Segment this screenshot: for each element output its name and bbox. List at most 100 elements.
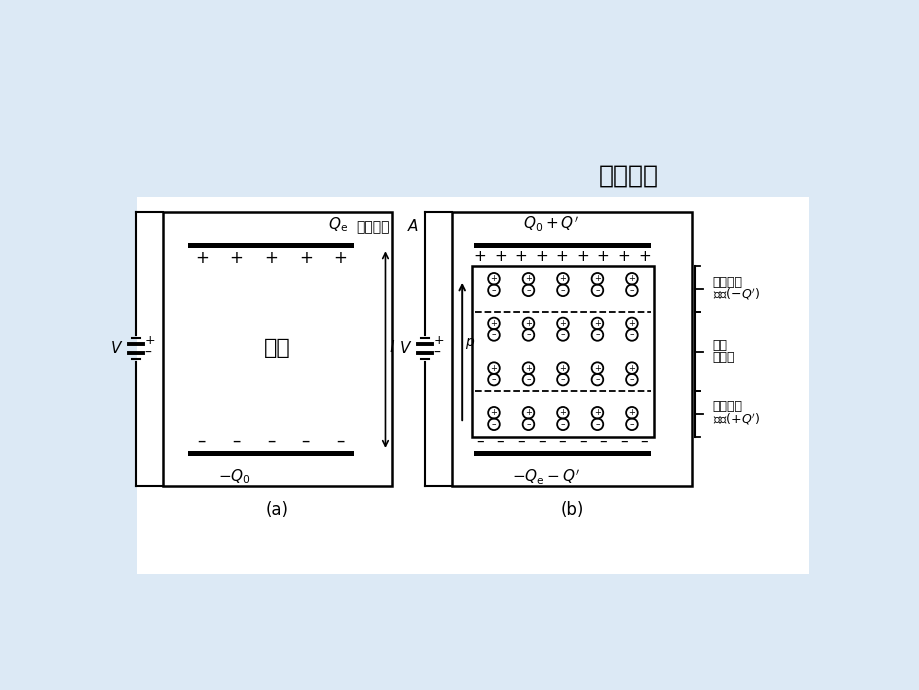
Text: –: – [560, 375, 564, 384]
Text: +: + [299, 248, 312, 266]
Text: +: + [535, 249, 548, 264]
Text: +: + [433, 334, 444, 347]
Text: +: + [473, 249, 486, 264]
Text: +: + [594, 408, 600, 417]
Text: (b): (b) [560, 501, 584, 519]
Text: 材料极化: 材料极化 [597, 164, 658, 188]
Text: +: + [334, 248, 347, 266]
Text: –: – [640, 434, 647, 449]
Bar [473, 451, 650, 456]
Text: –: – [560, 331, 564, 339]
Bar [473, 243, 650, 248]
Text: –: – [491, 331, 495, 339]
Text: +: + [637, 249, 650, 264]
Bar [137, 197, 809, 574]
Text: –: – [629, 420, 633, 428]
Text: +: + [575, 249, 588, 264]
Text: –: – [599, 434, 607, 449]
Bar [451, 212, 692, 486]
Text: 极板面积: 极板面积 [356, 221, 389, 235]
Text: –: – [595, 331, 599, 339]
Text: –: – [619, 434, 627, 449]
Text: –: – [595, 420, 599, 428]
Text: $p$: $p$ [465, 336, 475, 351]
Text: 电荷(−$Q'$): 电荷(−$Q'$) [711, 287, 759, 302]
Text: +: + [490, 274, 497, 284]
Bar [163, 212, 391, 486]
Text: +: + [514, 249, 527, 264]
Text: –: – [595, 286, 599, 295]
Text: $Q_0+Q'$: $Q_0+Q'$ [522, 215, 578, 235]
Text: –: – [558, 434, 565, 449]
Text: –: – [526, 286, 530, 295]
Text: +: + [144, 334, 155, 347]
Text: +: + [628, 364, 635, 373]
Text: +: + [264, 248, 278, 266]
Text: –: – [232, 432, 241, 450]
Text: –: – [526, 331, 530, 339]
Text: 真空: 真空 [264, 339, 290, 358]
Text: +: + [628, 408, 635, 417]
Text: –: – [560, 286, 564, 295]
Text: –: – [336, 432, 345, 450]
Text: $A$: $A$ [407, 219, 419, 235]
Text: –: – [267, 432, 275, 450]
Text: $Q_{\mathrm{e}}$: $Q_{\mathrm{e}}$ [328, 216, 348, 235]
Text: –: – [496, 434, 504, 449]
Text: 表面净正: 表面净正 [711, 400, 742, 413]
Bar [187, 451, 354, 456]
Text: –: – [516, 434, 525, 449]
Text: +: + [195, 248, 209, 266]
Text: +: + [628, 274, 635, 284]
Text: –: – [491, 286, 495, 295]
Text: –: – [526, 375, 530, 384]
Text: $V$: $V$ [110, 340, 123, 357]
Text: 电荷(+$Q'$): 电荷(+$Q'$) [711, 411, 759, 427]
Text: $-Q_0$: $-Q_0$ [218, 468, 251, 486]
Bar [187, 243, 354, 248]
Text: 电荷区: 电荷区 [711, 351, 734, 364]
Text: –: – [491, 420, 495, 428]
Text: +: + [230, 248, 244, 266]
Text: 表面净负: 表面净负 [711, 276, 742, 288]
Text: –: – [595, 375, 599, 384]
Text: +: + [559, 319, 566, 328]
Text: $V$: $V$ [399, 340, 412, 357]
Text: +: + [594, 319, 600, 328]
Text: –: – [433, 346, 440, 360]
Text: +: + [559, 274, 566, 284]
Text: –: – [491, 375, 495, 384]
Text: 无净: 无净 [711, 339, 727, 352]
Text: –: – [301, 432, 310, 450]
Text: +: + [559, 408, 566, 417]
Text: +: + [617, 249, 630, 264]
Text: –: – [198, 432, 206, 450]
Text: +: + [490, 408, 497, 417]
Text: +: + [594, 364, 600, 373]
Text: +: + [525, 364, 531, 373]
Text: –: – [629, 375, 633, 384]
Text: –: – [560, 420, 564, 428]
Text: +: + [594, 274, 600, 284]
Text: +: + [525, 319, 531, 328]
Text: –: – [476, 434, 483, 449]
Text: (a): (a) [266, 501, 289, 519]
Text: –: – [526, 420, 530, 428]
Text: –: – [629, 286, 633, 295]
Text: –: – [578, 434, 586, 449]
Text: +: + [525, 408, 531, 417]
Text: –: – [538, 434, 545, 449]
Text: +: + [494, 249, 506, 264]
Text: +: + [525, 274, 531, 284]
Text: –: – [629, 331, 633, 339]
Text: +: + [555, 249, 568, 264]
Text: +: + [596, 249, 609, 264]
Text: –: – [144, 346, 151, 360]
Text: +: + [628, 319, 635, 328]
Text: $-Q_{\mathrm{e}}-Q'$: $-Q_{\mathrm{e}}-Q'$ [512, 468, 580, 487]
Text: +: + [559, 364, 566, 373]
Text: $l$: $l$ [388, 339, 394, 355]
Text: +: + [490, 364, 497, 373]
Bar [471, 266, 652, 437]
Text: +: + [490, 319, 497, 328]
